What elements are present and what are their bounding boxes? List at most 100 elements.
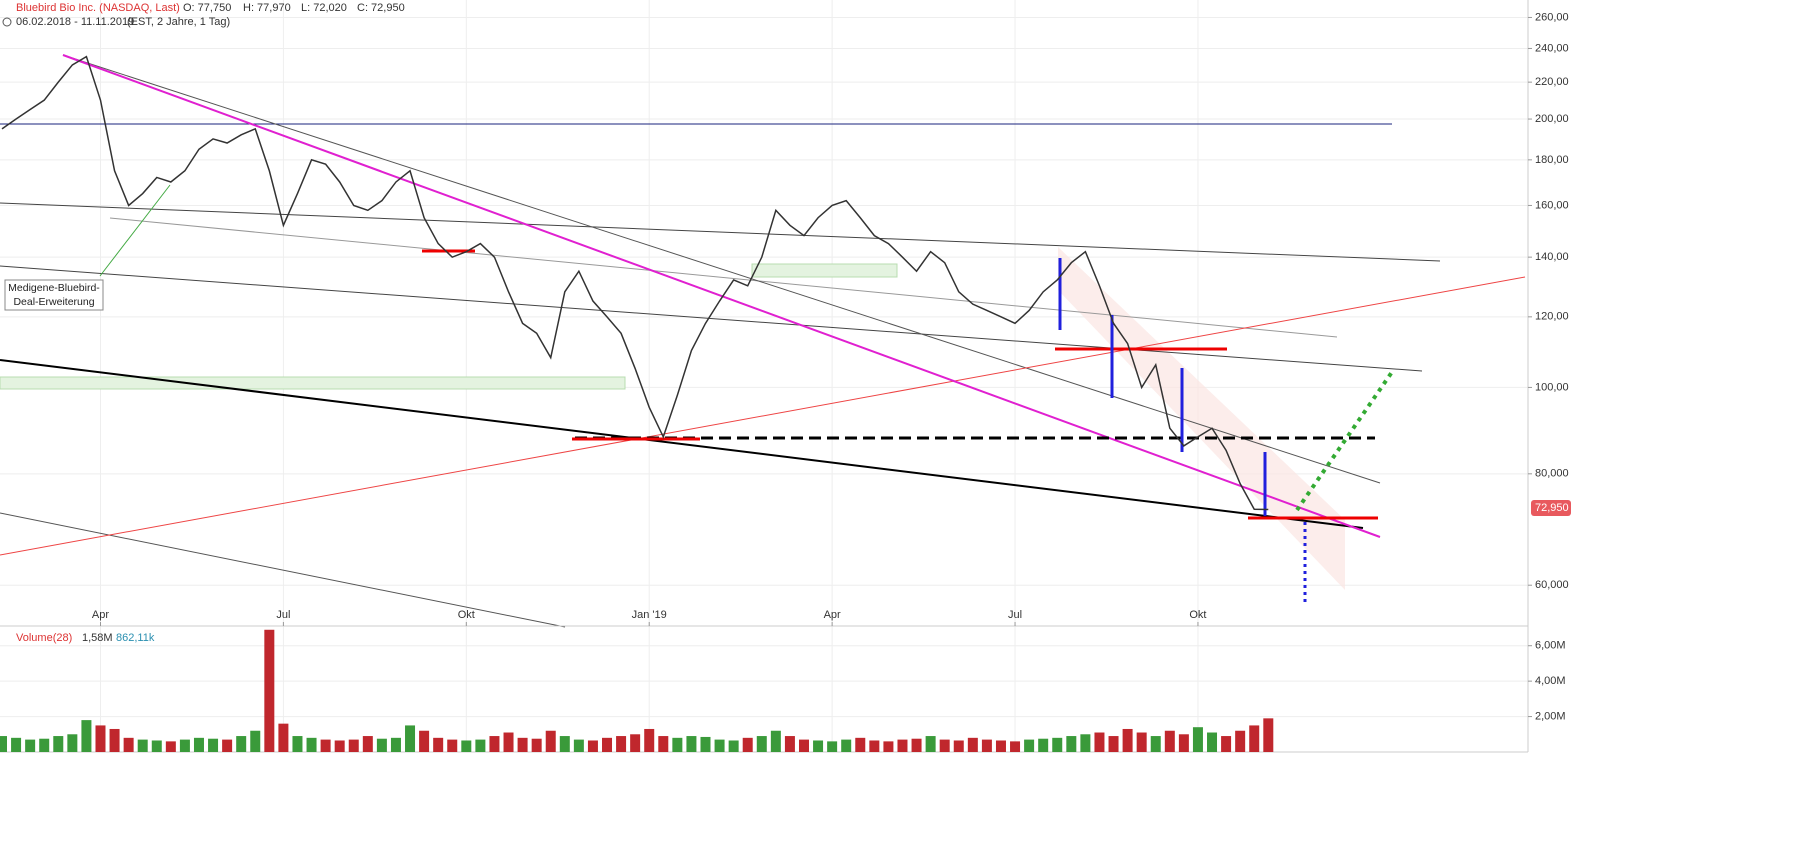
volume-bar <box>616 736 627 752</box>
volume-bar <box>784 736 795 752</box>
volume-bar <box>1010 741 1021 752</box>
trend-line <box>109 217 1338 338</box>
volume-bar <box>81 720 92 752</box>
y-tick-label: 6,00M <box>1535 640 1566 652</box>
volume-bar <box>362 736 373 752</box>
volume-bar <box>545 730 556 752</box>
volume-bar <box>193 737 204 752</box>
volume-bar <box>911 738 922 752</box>
volume-bar <box>995 740 1006 752</box>
y-tick-label: 80,000 <box>1535 468 1569 480</box>
volume-bar <box>672 737 683 752</box>
volume-bar <box>813 740 824 752</box>
ohlc-low: L: 72,020 <box>301 2 347 14</box>
trend-line <box>0 265 1423 372</box>
volume-bar <box>236 736 247 752</box>
volume-bar <box>405 725 416 752</box>
volume-average: 862,11k <box>116 632 155 644</box>
zone <box>751 263 898 278</box>
volume-bar <box>883 741 894 752</box>
volume-bar <box>109 728 120 752</box>
y-tick-label: 140,00 <box>1535 251 1569 263</box>
volume-bar <box>798 739 809 752</box>
volume-bar <box>855 737 866 752</box>
y-tick-label: 120,00 <box>1535 311 1569 323</box>
volume-bar <box>686 736 697 752</box>
last-price: 72,950 <box>1535 502 1569 514</box>
x-tick-label: Apr <box>824 609 841 621</box>
y-tick-label: 60,000 <box>1535 579 1569 591</box>
volume-bar <box>320 739 331 752</box>
volume-bar <box>1038 738 1049 752</box>
volume-bar <box>165 741 176 752</box>
volume-bar <box>25 739 36 752</box>
x-tick-label: Okt <box>458 609 475 621</box>
volume-bar <box>1178 734 1189 752</box>
projection <box>1295 370 1394 512</box>
drawings <box>0 54 1526 628</box>
volume-bar <box>1024 739 1035 752</box>
y-tick-label: 240,00 <box>1535 42 1569 54</box>
trend-line <box>0 202 1441 262</box>
volume-bar <box>756 736 767 752</box>
y-tick-label: 260,00 <box>1535 11 1569 23</box>
volume-bar <box>742 737 753 752</box>
x-tick-label: Jul <box>1008 609 1022 621</box>
volume-bar <box>517 737 528 752</box>
volume-bar <box>1122 728 1133 752</box>
volume-bar <box>1207 732 1218 752</box>
volume-bar <box>531 738 542 752</box>
x-tick-label: Jul <box>276 609 290 621</box>
y-tick-label: 100,00 <box>1535 381 1569 393</box>
volume-value: 1,58M <box>82 632 113 644</box>
volume-bar <box>123 737 134 752</box>
x-tick-label: Apr <box>92 609 109 621</box>
volume-bar <box>587 740 598 752</box>
volume-bar <box>770 730 781 752</box>
volume-bar <box>447 739 458 752</box>
volume-bar <box>827 741 838 752</box>
trend-line <box>62 54 1381 538</box>
volume-bar <box>981 739 992 752</box>
volume-bar <box>39 738 50 752</box>
volume-bar <box>1221 736 1232 752</box>
volume-bar <box>179 739 190 752</box>
ohlc-close: C: 72,950 <box>357 2 405 14</box>
volume-bar <box>602 737 613 752</box>
instrument-title: Bluebird Bio Inc. (NASDAQ, Last) <box>16 2 180 14</box>
ohlc-open: O: 77,750 <box>183 2 231 14</box>
volume-bar <box>1150 736 1161 752</box>
volume-bar <box>95 725 106 752</box>
x-tick-label: Jan '19 <box>632 609 667 621</box>
volume-bar <box>1080 734 1091 752</box>
volume-bar <box>953 740 964 752</box>
volume-bar <box>1066 736 1077 752</box>
volume-bar <box>151 740 162 752</box>
volume-bar <box>925 736 936 752</box>
volume-bar <box>644 728 655 752</box>
y-tick-label: 160,00 <box>1535 199 1569 211</box>
clock-icon <box>2 17 12 27</box>
volume-bar <box>137 739 148 752</box>
volume-bar <box>475 739 486 752</box>
volume-bar <box>208 738 219 752</box>
volume-bar <box>1263 718 1274 752</box>
volume-bar <box>700 736 711 752</box>
volume-bar <box>264 629 275 752</box>
volume-bar <box>278 723 289 752</box>
volume-bar <box>630 734 641 752</box>
volume-bar <box>897 739 908 752</box>
trend-line <box>0 512 566 628</box>
volume-bar <box>292 736 303 752</box>
y-tick-label: 200,00 <box>1535 113 1569 125</box>
x-tick-label: Okt <box>1189 609 1206 621</box>
volume-bar <box>11 737 22 752</box>
volume-bar <box>53 736 64 752</box>
volume-bar <box>433 737 444 752</box>
volume-bar <box>390 737 401 752</box>
volume-bar <box>489 736 500 752</box>
annotation-text: Medigene-Bluebird-Deal-Erweiterung <box>8 282 100 308</box>
channel <box>1058 247 1345 590</box>
